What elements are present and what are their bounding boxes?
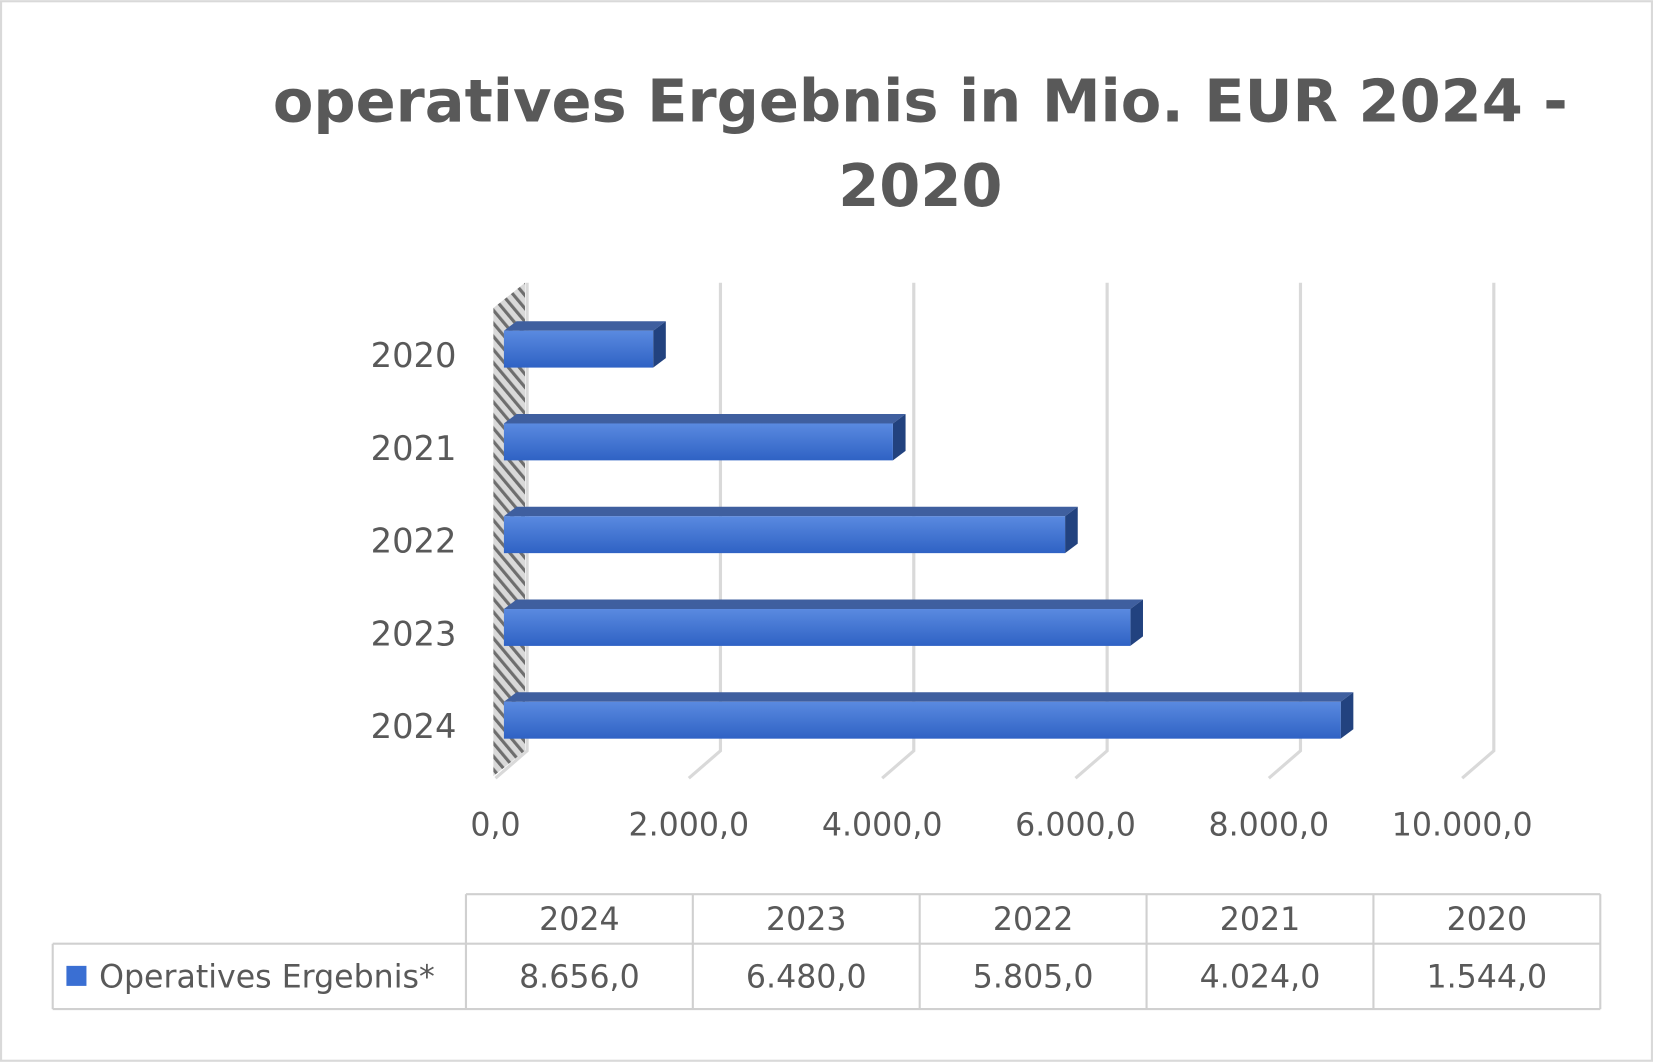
bar-top bbox=[503, 321, 666, 331]
y-tick-label: 2023 bbox=[371, 614, 457, 653]
bar-side bbox=[1130, 599, 1143, 646]
chart-title: operatives Ergebnis in Mio. EUR 2024 - 20… bbox=[273, 67, 1568, 220]
table-value: 6.480,0 bbox=[746, 960, 867, 996]
bar-side bbox=[1065, 506, 1078, 554]
grid-line bbox=[881, 282, 916, 780]
chart-title-line: operatives Ergebnis in Mio. EUR 2024 - bbox=[273, 67, 1568, 136]
bar bbox=[503, 701, 1341, 739]
bar-top bbox=[503, 692, 1354, 702]
table-header: 2020 bbox=[1447, 902, 1527, 938]
y-tick-label: 2022 bbox=[371, 522, 457, 561]
x-tick-label: 4.000,0 bbox=[822, 808, 943, 844]
legend-swatch bbox=[66, 965, 87, 986]
x-tick-label: 6.000,0 bbox=[1015, 808, 1136, 844]
bar-top bbox=[503, 413, 906, 424]
table-value: 1.544,0 bbox=[1427, 960, 1548, 996]
x-tick-label: 2.000,0 bbox=[628, 808, 749, 844]
bar-top bbox=[503, 599, 1143, 610]
y-tick-label: 2024 bbox=[371, 707, 457, 746]
bar-side bbox=[1340, 692, 1354, 739]
legend-label: Operatives Ergebnis* bbox=[99, 960, 435, 996]
grid-line bbox=[1267, 282, 1303, 780]
table-value: 8.656,0 bbox=[519, 960, 640, 996]
bar bbox=[503, 516, 1066, 554]
bar bbox=[503, 609, 1131, 646]
bar bbox=[503, 330, 654, 368]
bar-side bbox=[653, 321, 666, 368]
bar-side bbox=[892, 413, 906, 461]
x-tick-label: 8.000,0 bbox=[1209, 808, 1330, 844]
table-header: 2024 bbox=[539, 902, 619, 938]
grid-line bbox=[1074, 282, 1109, 780]
chart-title-line: 2020 bbox=[838, 151, 1002, 220]
bar bbox=[503, 423, 893, 461]
x-tick-label: 10.000,0 bbox=[1392, 808, 1533, 844]
table-value: 5.805,0 bbox=[973, 960, 1094, 996]
y-tick-label: 2021 bbox=[371, 429, 457, 468]
bar-top bbox=[503, 506, 1078, 517]
y-tick-label: 2020 bbox=[371, 336, 457, 375]
table-header: 2021 bbox=[1220, 902, 1300, 938]
x-tick-label: 0,0 bbox=[470, 808, 520, 844]
table-value: 4.024,0 bbox=[1200, 960, 1321, 996]
table-header: 2023 bbox=[766, 902, 846, 938]
grid-line bbox=[1461, 282, 1496, 780]
table-header: 2022 bbox=[993, 902, 1073, 938]
